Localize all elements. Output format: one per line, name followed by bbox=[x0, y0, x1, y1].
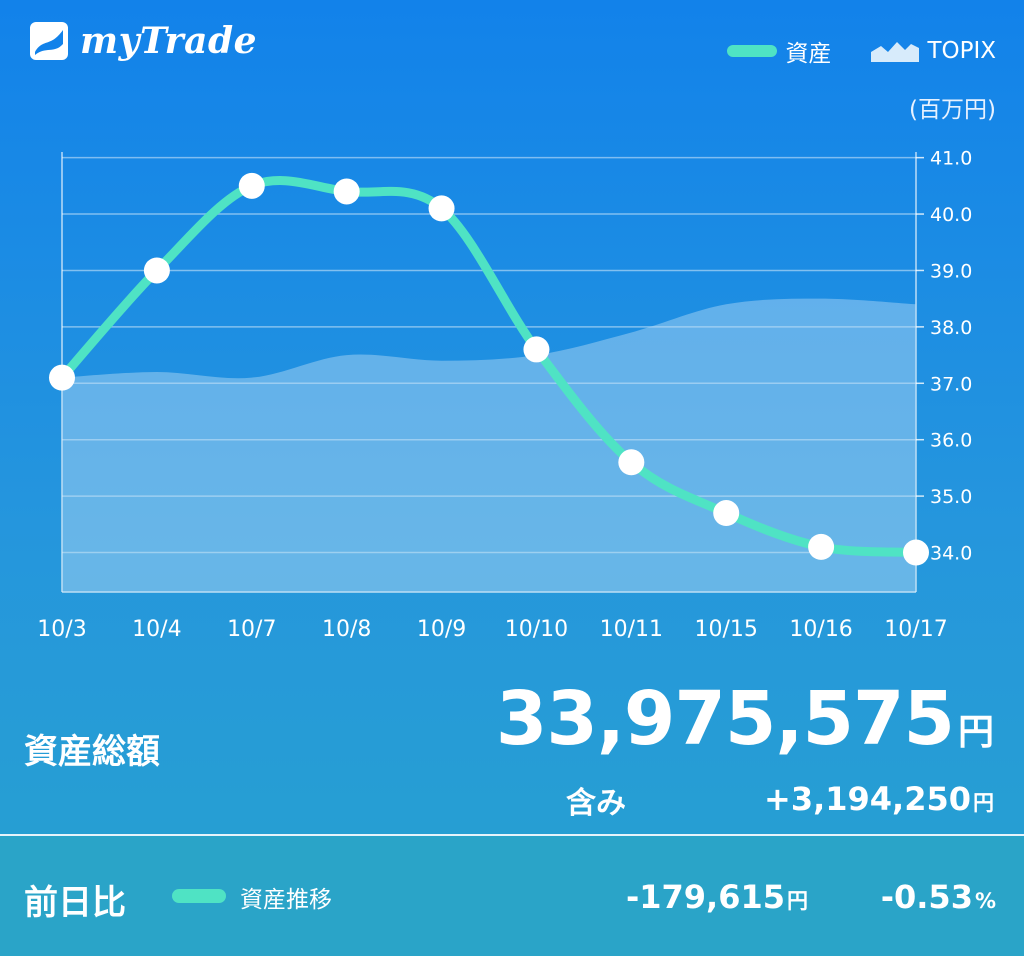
asset-chart: 41.040.039.038.037.036.035.034.0 10/3 10/… bbox=[37, 148, 972, 642]
prev-day-diff: -179,615 円 bbox=[626, 878, 808, 916]
unrealized-value: +3,194,250 円 bbox=[764, 780, 994, 818]
legend-area-icon bbox=[871, 42, 920, 62]
app-logo: myTrade bbox=[30, 18, 257, 64]
y-tick-label: 38.0 bbox=[930, 317, 972, 339]
chart-legend: 資産 TOPIX bbox=[727, 34, 996, 68]
asset-point bbox=[333, 178, 360, 205]
total-yen-unit: 円 bbox=[957, 712, 994, 753]
y-tick-label: 35.0 bbox=[930, 486, 972, 508]
x-tick-label: 10/7 bbox=[227, 617, 276, 642]
y-tick-label: 36.0 bbox=[930, 430, 972, 452]
asset-point bbox=[618, 449, 645, 476]
pct-unit: % bbox=[974, 889, 996, 913]
x-tick-layer: 10/3 10/4 10/7 10/8 10/9 10/10 10/11 10/15 10/16… bbox=[37, 617, 947, 642]
y-tick-label: 37.0 bbox=[930, 373, 972, 395]
asset-point bbox=[143, 257, 170, 284]
asset-line-layer bbox=[57, 176, 921, 558]
asset-point bbox=[903, 539, 929, 566]
x-tick-label: 10/15 bbox=[695, 617, 758, 642]
unrealized-yen-unit: 円 bbox=[973, 791, 994, 815]
legend-asset-label: 資産 bbox=[785, 41, 832, 67]
legend-topix-label: TOPIX bbox=[927, 38, 996, 64]
x-tick-label: 10/9 bbox=[417, 617, 466, 642]
asset-point bbox=[808, 533, 835, 560]
footer-bar: 前日比 資産推移 -179,615 円 -0.53 % bbox=[0, 836, 1024, 956]
trend-label[interactable]: 資産推移 bbox=[240, 887, 332, 913]
grid-layer bbox=[61, 152, 924, 593]
x-tick-label: 10/10 bbox=[505, 617, 568, 642]
x-tick-label: 10/11 bbox=[600, 617, 663, 642]
prev-day-percent: -0.53 % bbox=[881, 878, 996, 916]
unrealized-number: +3,194,250 bbox=[764, 780, 971, 818]
section-divider bbox=[0, 834, 1024, 836]
legend-item-asset[interactable]: 資産 bbox=[727, 34, 831, 68]
x-tick-label: 10/3 bbox=[37, 617, 86, 642]
total-assets-number: 33,975,575 bbox=[495, 676, 955, 762]
y-tick-label: 34.0 bbox=[930, 543, 972, 565]
topix-area-layer bbox=[62, 298, 916, 592]
total-assets-label: 資産総額 bbox=[24, 732, 160, 772]
diff-number: -179,615 bbox=[625, 878, 785, 916]
asset-line bbox=[57, 176, 921, 558]
x-tick-label: 10/4 bbox=[132, 617, 181, 642]
y-tick-label: 39.0 bbox=[930, 260, 972, 282]
y-tick-layer: 41.0 40.0 39.0 38.0 37.0 36.0 35.0 34.0 bbox=[930, 148, 972, 565]
unit-label: (百万円) bbox=[909, 97, 996, 123]
y-tick-label: 40.0 bbox=[930, 204, 972, 226]
logo-text: myTrade bbox=[80, 20, 258, 62]
x-tick-label: 10/17 bbox=[884, 617, 947, 642]
x-tick-label: 10/8 bbox=[322, 617, 371, 642]
y-tick-label: 41.0 bbox=[930, 148, 972, 170]
pct-number: -0.53 bbox=[880, 878, 973, 916]
topix-area bbox=[62, 298, 916, 592]
unrealized-label: 含み bbox=[566, 786, 626, 821]
marker-layer bbox=[49, 172, 929, 566]
trend-line-swatch bbox=[172, 889, 226, 903]
x-tick-label: 10/16 bbox=[789, 617, 852, 642]
total-assets-value: 33,975,575 円 bbox=[496, 676, 994, 762]
legend-line-swatch bbox=[727, 45, 778, 57]
asset-point bbox=[713, 500, 740, 527]
asset-point bbox=[428, 195, 455, 222]
diff-yen-unit: 円 bbox=[787, 889, 808, 913]
logo-icon bbox=[30, 22, 68, 60]
legend-item-topix[interactable]: TOPIX bbox=[831, 38, 996, 64]
prev-day-label: 前日比 bbox=[24, 883, 126, 923]
asset-point bbox=[49, 364, 75, 391]
asset-point bbox=[238, 172, 265, 199]
asset-point bbox=[523, 336, 550, 363]
